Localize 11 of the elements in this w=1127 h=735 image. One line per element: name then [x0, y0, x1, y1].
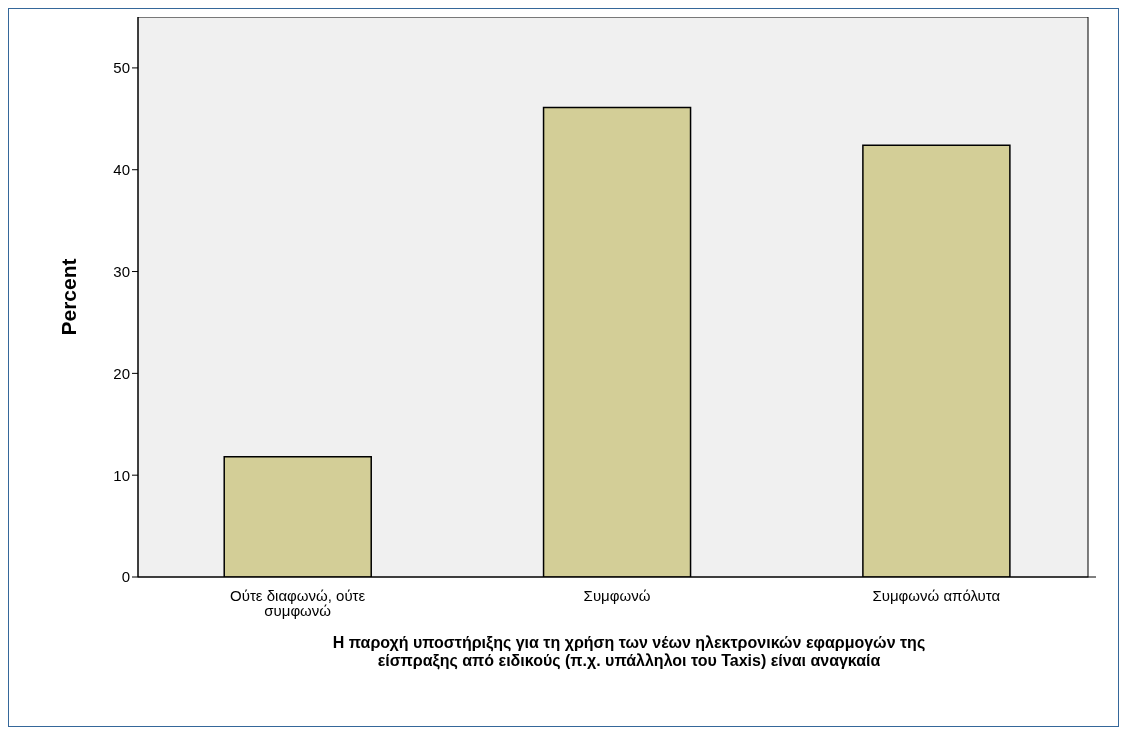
x-tick-label: Ούτε διαφωνώ, ούτε συμφωνώ	[230, 587, 366, 619]
y-tick-label: 10	[113, 466, 130, 484]
x-tick-label: Συμφωνώ απόλυτα	[872, 587, 1001, 604]
x-axis-title: Η παροχή υποστήριξης για τη χρήση των νέων ηλεκτρονικών εφαρμογών της είσπραξης από ειδικούς (π.χ. υπάλληλοι του Taxis) είναι αναγκαία	[331, 634, 927, 670]
y-tick-label: 0	[121, 568, 130, 586]
y-tick-label: 30	[113, 262, 130, 280]
y-tick-label: 20	[113, 364, 130, 382]
y-axis-title: Percent	[57, 258, 81, 336]
x-tick-label: Συμφωνώ	[583, 587, 651, 604]
y-tick-label: 40	[113, 161, 130, 179]
y-tick-label: 50	[113, 59, 130, 77]
